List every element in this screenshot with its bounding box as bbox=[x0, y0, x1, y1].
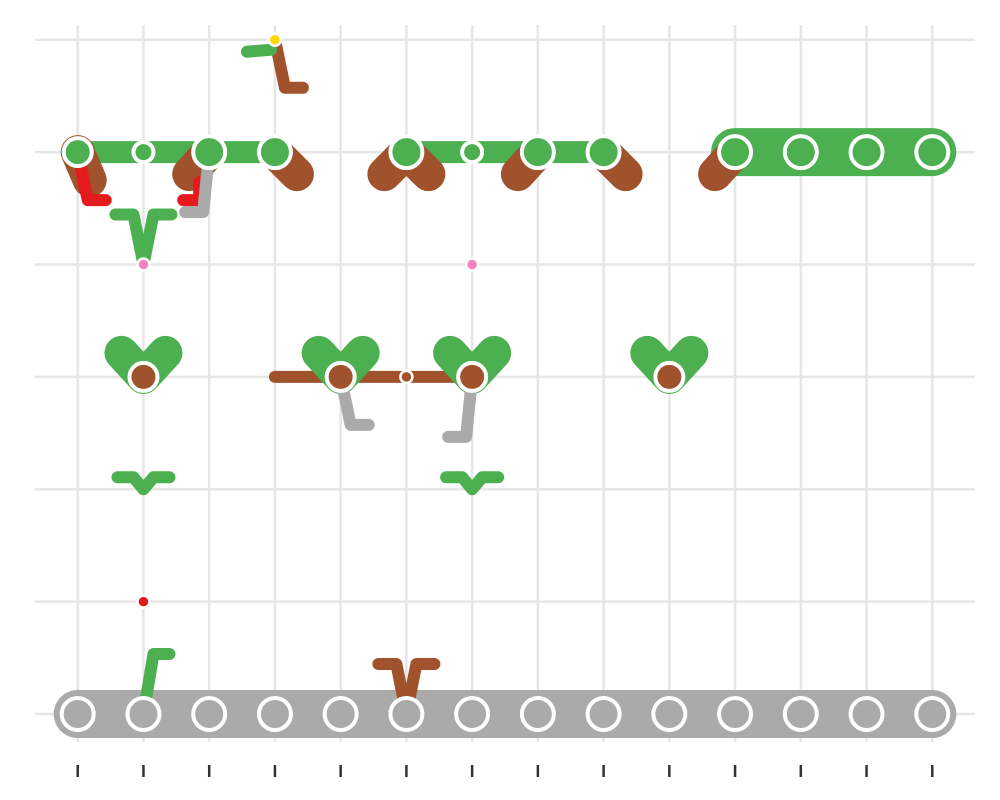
node-point bbox=[848, 696, 885, 733]
hook-mark bbox=[442, 370, 479, 443]
x-axis-ticks bbox=[76, 765, 934, 777]
node-point bbox=[388, 696, 425, 733]
node-point bbox=[256, 696, 293, 733]
hook-mark bbox=[71, 146, 112, 207]
node-point bbox=[454, 696, 491, 733]
node-point bbox=[653, 360, 686, 393]
link-layer bbox=[53, 128, 957, 739]
hook-mark bbox=[240, 43, 277, 58]
node-point bbox=[125, 696, 162, 733]
node-point bbox=[717, 134, 754, 171]
node-point bbox=[651, 696, 688, 733]
hook-mark bbox=[111, 471, 176, 496]
node-point bbox=[585, 134, 622, 171]
node-point bbox=[717, 696, 754, 733]
node-point bbox=[191, 696, 228, 733]
node-point bbox=[519, 134, 556, 171]
hook-mark bbox=[179, 146, 216, 219]
node-point bbox=[256, 134, 293, 171]
hook-mark bbox=[268, 33, 309, 94]
node-point bbox=[61, 136, 94, 169]
node-point bbox=[848, 134, 885, 171]
node-point bbox=[519, 696, 556, 733]
node-point bbox=[460, 140, 485, 165]
node-point bbox=[464, 257, 480, 272]
node-point bbox=[585, 696, 622, 733]
node-point bbox=[267, 32, 283, 47]
node-point bbox=[782, 134, 819, 171]
node-point bbox=[131, 140, 156, 165]
node-point bbox=[324, 360, 357, 393]
node-point bbox=[136, 594, 151, 609]
node-point bbox=[914, 696, 951, 733]
node-point bbox=[399, 369, 414, 385]
node-point bbox=[782, 696, 819, 733]
node-point bbox=[388, 134, 425, 171]
node-point bbox=[322, 696, 359, 733]
node-point bbox=[59, 696, 96, 733]
node-point bbox=[456, 360, 489, 393]
node-point bbox=[127, 360, 160, 393]
node-point bbox=[914, 134, 951, 171]
node-layer bbox=[59, 32, 951, 733]
hook-mark bbox=[137, 648, 176, 721]
hook-mark bbox=[440, 471, 505, 496]
node-point bbox=[136, 257, 151, 272]
node-point bbox=[191, 134, 228, 171]
hook-mark bbox=[334, 370, 375, 431]
